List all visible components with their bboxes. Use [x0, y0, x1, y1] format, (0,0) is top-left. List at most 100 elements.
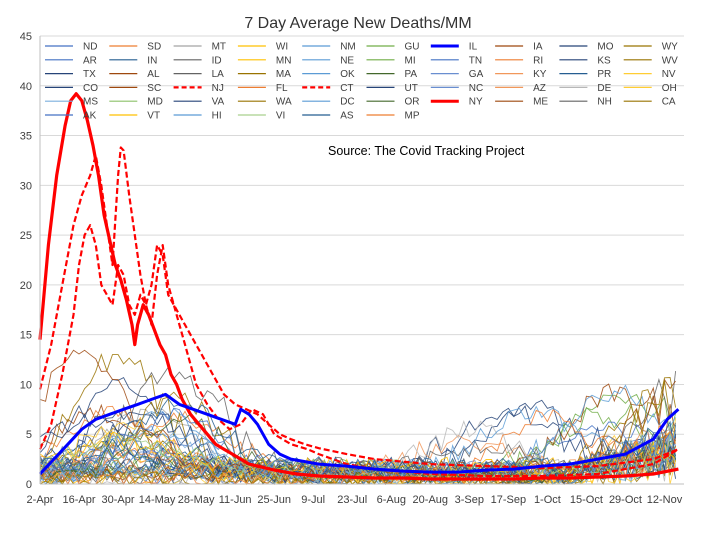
legend-label: OK: [340, 69, 355, 80]
legend-item-ut: UT: [366, 83, 418, 94]
legend-item-ky: KY: [495, 69, 547, 80]
plot-axes: [39, 36, 684, 485]
legend-label: NH: [597, 97, 611, 108]
legend-label: WI: [276, 42, 288, 53]
legend-label: ID: [212, 55, 222, 66]
x-tick-label: 2-Apr: [27, 494, 54, 506]
legend-item-wi: WI: [237, 42, 288, 53]
series-line-oh: [39, 417, 677, 485]
legend-label: HI: [212, 111, 222, 122]
legend-item-hi: HI: [173, 111, 222, 122]
x-tick-label: 1-Oct: [534, 494, 561, 506]
legend-label: VI: [276, 111, 285, 122]
legend-item-pr: PR: [559, 69, 611, 80]
legend-label: VT: [147, 111, 160, 122]
legend-item-md: MD: [109, 97, 163, 108]
legend-label: MA: [276, 69, 291, 80]
legend-label: WV: [662, 55, 678, 66]
legend-label: NM: [340, 42, 356, 53]
legend-item-ca: CA: [623, 97, 676, 108]
legend-item-ak: AK: [45, 111, 97, 122]
legend-item-tn: TN: [430, 55, 482, 66]
legend-label: LA: [212, 69, 225, 80]
legend-item-nm: NM: [302, 42, 356, 53]
legend-item-ny: NY: [430, 97, 483, 108]
legend-label: WA: [276, 97, 292, 108]
legend-item-mp: MP: [366, 111, 420, 122]
legend-item-ri: RI: [495, 55, 543, 66]
gridlines: [40, 35, 684, 485]
x-tick-label: 20-Aug: [413, 494, 448, 506]
legend-item-tx: TX: [45, 69, 96, 80]
legend-label: MP: [405, 111, 420, 122]
series-line-md: [39, 436, 677, 478]
legend-label: SD: [147, 42, 161, 53]
x-tick-label: 16-Apr: [63, 494, 96, 506]
x-tick-label: 25-Jun: [257, 494, 291, 506]
legend-item-nd: ND: [45, 42, 97, 53]
y-tick-label: 25: [20, 230, 32, 242]
background-series: [39, 349, 677, 486]
legend-item-ok: OK: [302, 69, 355, 80]
legend-label: TX: [83, 69, 96, 80]
y-tick-label: 40: [20, 81, 32, 93]
highlighted-series: [38, 92, 680, 481]
legend-item-mt: MT: [173, 42, 226, 53]
legend-item-ct: CT: [302, 83, 354, 94]
legend-label: AS: [340, 111, 354, 122]
x-tick-label: 17-Sep: [491, 494, 526, 506]
legend-label: MO: [597, 42, 613, 53]
legend-label: AZ: [533, 83, 546, 94]
legend-item-al: AL: [109, 69, 160, 80]
legend-label: NY: [469, 97, 483, 108]
legend-item-mn: MN: [237, 55, 291, 66]
legend-label: IN: [147, 55, 157, 66]
legend-label: DC: [340, 97, 354, 108]
legend-item-az: AZ: [495, 83, 546, 94]
legend-label: NJ: [212, 83, 224, 94]
legend-label: CO: [83, 83, 98, 94]
legend-item-vt: VT: [109, 111, 160, 122]
legend-item-wy: WY: [623, 42, 678, 53]
legend-item-gu: GU: [366, 42, 420, 53]
legend-item-id: ID: [173, 55, 222, 66]
legend-label: WY: [662, 42, 678, 53]
x-tick-label: 23-Jul: [337, 494, 367, 506]
legend-item-co: CO: [45, 83, 98, 94]
legend-item-nc: NC: [430, 83, 483, 94]
x-tick-label: 28-May: [178, 494, 215, 506]
legend-label: TN: [469, 55, 482, 66]
legend-item-ar: AR: [45, 55, 97, 66]
legend-item-ia: IA: [495, 42, 543, 53]
x-tick-label: 3-Sep: [455, 494, 484, 506]
legend-item-nj: NJ: [173, 83, 224, 94]
legend: ND SD MT WI NM GU IL IA MO WY AR IN ID MN NE MI TN RI KS WV…: [45, 42, 678, 122]
legend-label: CT: [340, 83, 353, 94]
legend-label: ME: [533, 97, 548, 108]
series-line-vt: [39, 431, 676, 476]
y-tick-label: 0: [26, 479, 32, 491]
legend-label: GU: [405, 42, 420, 53]
legend-item-ma: MA: [237, 69, 291, 80]
legend-label: AK: [83, 111, 97, 122]
legend-label: KY: [533, 69, 547, 80]
legend-label: MS: [83, 97, 98, 108]
y-tick-label: 30: [20, 180, 32, 192]
legend-item-sc: SC: [109, 83, 161, 94]
legend-item-il: IL: [430, 42, 478, 53]
legend-label: RI: [533, 55, 543, 66]
legend-label: OH: [662, 83, 677, 94]
legend-label: PR: [597, 69, 611, 80]
legend-item-ga: GA: [430, 69, 484, 80]
y-tick-label: 5: [26, 429, 32, 441]
legend-label: AR: [83, 55, 97, 66]
legend-label: KS: [597, 55, 611, 66]
legend-label: MI: [405, 55, 416, 66]
legend-label: NC: [469, 83, 483, 94]
x-tick-label: 11-Jun: [219, 494, 252, 506]
legend-item-in: IN: [109, 55, 157, 66]
legend-item-de: DE: [559, 83, 612, 94]
x-tick-label: 15-Oct: [570, 494, 603, 506]
legend-item-ne: NE: [302, 55, 354, 66]
series-line-as: [39, 398, 677, 476]
